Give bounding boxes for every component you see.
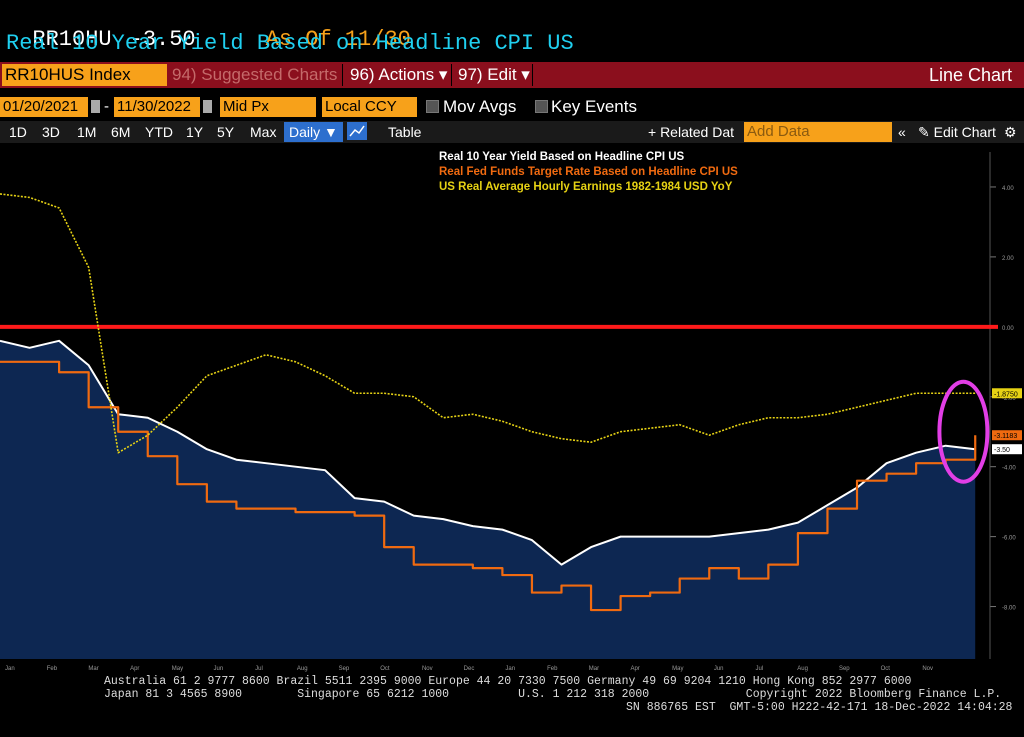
frequency-select[interactable]: Daily ▼: [284, 122, 343, 142]
divider: [532, 64, 533, 86]
x-tick-label: Dec: [464, 666, 475, 672]
legend-real-earnings: US Real Average Hourly Earnings 1982-198…: [439, 181, 733, 193]
period-6m[interactable]: 6M: [111, 124, 131, 140]
suggested-charts-button[interactable]: 94) Suggested Charts: [172, 65, 338, 84]
y-tick-label: -2.00: [1002, 396, 1016, 402]
y-tick-label: 0.00: [1002, 326, 1014, 332]
x-tick-label: Jan: [505, 666, 515, 672]
mov-avgs-checkbox[interactable]: [426, 100, 439, 113]
x-tick-label: Nov: [922, 666, 933, 672]
x-tick-label: Mar: [589, 666, 599, 672]
x-tick-label: Jun: [714, 666, 724, 672]
mov-avgs-label: Mov Avgs: [443, 97, 517, 116]
last-value-label: -1.8750: [994, 391, 1018, 398]
calendar-icon[interactable]: [203, 100, 212, 113]
page-title: Real 10 Year Yield Based on Headline CPI…: [6, 31, 574, 56]
period-max[interactable]: Max: [250, 124, 277, 140]
as-of-date: As Of 11/30: [265, 27, 411, 52]
key-events-label: Key Events: [551, 97, 637, 116]
period-1m[interactable]: 1M: [77, 124, 97, 140]
series-real-10y: [0, 339, 976, 566]
x-tick-label: May: [172, 666, 183, 672]
start-date-field[interactable]: 01/20/2021: [0, 97, 88, 117]
x-tick-label: Mar: [88, 666, 98, 672]
last-value-label: -3.1183: [994, 433, 1017, 440]
x-tick-label: Sep: [839, 666, 850, 672]
edit-chart-button[interactable]: ✎ Edit Chart: [918, 124, 996, 140]
x-tick-label: Jan: [5, 666, 15, 672]
x-tick-label: Sep: [339, 666, 350, 672]
collapse-icon[interactable]: «: [898, 124, 906, 140]
x-tick-label: Oct: [380, 666, 390, 672]
key-events-checkbox[interactable]: [535, 100, 548, 113]
security-header: RR10HU -3.50 As Of 11/30: [6, 2, 410, 52]
actions-menu[interactable]: 96) Actions ▾: [350, 65, 448, 84]
chart-type-label: Line Chart: [928, 65, 1012, 85]
footer-phones-2: Japan 81 3 4565 8900 Singapore 65 6212 1…: [104, 688, 1002, 701]
y-tick-label: -6.00: [1002, 536, 1016, 542]
calendar-icon[interactable]: [91, 100, 100, 113]
period-1y[interactable]: 1Y: [186, 124, 204, 140]
gear-icon[interactable]: ⚙: [1004, 124, 1017, 140]
line-chart-glyph: [349, 125, 365, 137]
last-value-label: -3.50: [994, 447, 1010, 454]
period-5y[interactable]: 5Y: [217, 124, 235, 140]
line-chart-icon[interactable]: [347, 122, 367, 140]
series-real-earnings: [0, 193, 976, 454]
footer-phones-1: Australia 61 2 9777 8600 Brazil 5511 239…: [104, 675, 912, 688]
y-tick-label: -8.00: [1002, 606, 1016, 612]
footer: Australia 61 2 9777 8600 Brazil 5511 239…: [0, 675, 1024, 727]
related-data-button[interactable]: + Related Dat: [648, 124, 734, 140]
last-value-tag: [992, 444, 1022, 455]
x-tick-label: Aug: [797, 666, 808, 672]
edit-menu[interactable]: 97) Edit ▾: [458, 65, 530, 84]
period-1d[interactable]: 1D: [9, 124, 27, 140]
x-tick-label: Jul: [255, 666, 263, 672]
last-value-tag: [992, 388, 1022, 399]
x-tick-label: Apr: [130, 666, 139, 672]
chart-legend: Real 10 Year Yield Based on Headline CPI…: [439, 150, 738, 195]
x-tick-label: Jun: [213, 666, 223, 672]
x-tick-label: Feb: [547, 666, 558, 672]
ticker: RR10HU: [32, 27, 112, 52]
currency-select[interactable]: Local CCY: [322, 97, 417, 117]
security-input[interactable]: RR10HUS Index: [2, 64, 167, 86]
line-chart: 4.00 2.00 0.00 -2.00 -4.00 -6.00 -8.00 Jan Feb Ma…: [0, 152, 1022, 672]
add-data-input[interactable]: Add Data: [744, 122, 892, 142]
y-tick-label: 2.00: [1002, 256, 1014, 262]
period-ytd[interactable]: YTD: [145, 124, 173, 140]
highlight-circle: [937, 379, 990, 484]
x-tick-label: Aug: [297, 666, 308, 672]
x-tick-label: Apr: [630, 666, 639, 672]
x-tick-label: Feb: [47, 666, 58, 672]
footer-serial: SN 886765 EST GMT-5:00 H222-42-171 18-De…: [626, 701, 1013, 714]
area-fill: [0, 340, 976, 659]
x-tick-label: Jul: [756, 666, 764, 672]
divider: [451, 64, 452, 86]
last-change: -3.50: [129, 27, 196, 52]
price-field-select[interactable]: Mid Px: [220, 97, 316, 117]
x-tick-label: Oct: [881, 666, 891, 672]
x-tick-label: May: [672, 666, 683, 672]
series-real-fed-funds: [0, 360, 977, 612]
legend-real-fed-funds: Real Fed Funds Target Rate Based on Head…: [439, 166, 738, 178]
last-value-tag: [992, 430, 1022, 441]
y-tick-label: 4.00: [1002, 186, 1014, 192]
table-button[interactable]: Table: [388, 124, 422, 140]
settings-toolbar: 01/20/2021 - 11/30/2022 Mid Px Local CCY…: [0, 97, 1024, 119]
legend-real-10y: Real 10 Year Yield Based on Headline CPI…: [439, 151, 685, 163]
command-toolbar: RR10HUS Index 94) Suggested Charts 96) A…: [0, 62, 1024, 88]
y-tick-label: -4.00: [1002, 466, 1016, 472]
end-date-field[interactable]: 11/30/2022: [114, 97, 200, 117]
period-3d[interactable]: 3D: [42, 124, 60, 140]
x-tick-label: Nov: [422, 666, 433, 672]
period-toolbar: 1D 3D 1M 6M YTD 1Y 5Y Max Daily ▼ Table …: [0, 121, 1024, 143]
date-dash: -: [104, 98, 109, 115]
divider: [342, 64, 343, 86]
